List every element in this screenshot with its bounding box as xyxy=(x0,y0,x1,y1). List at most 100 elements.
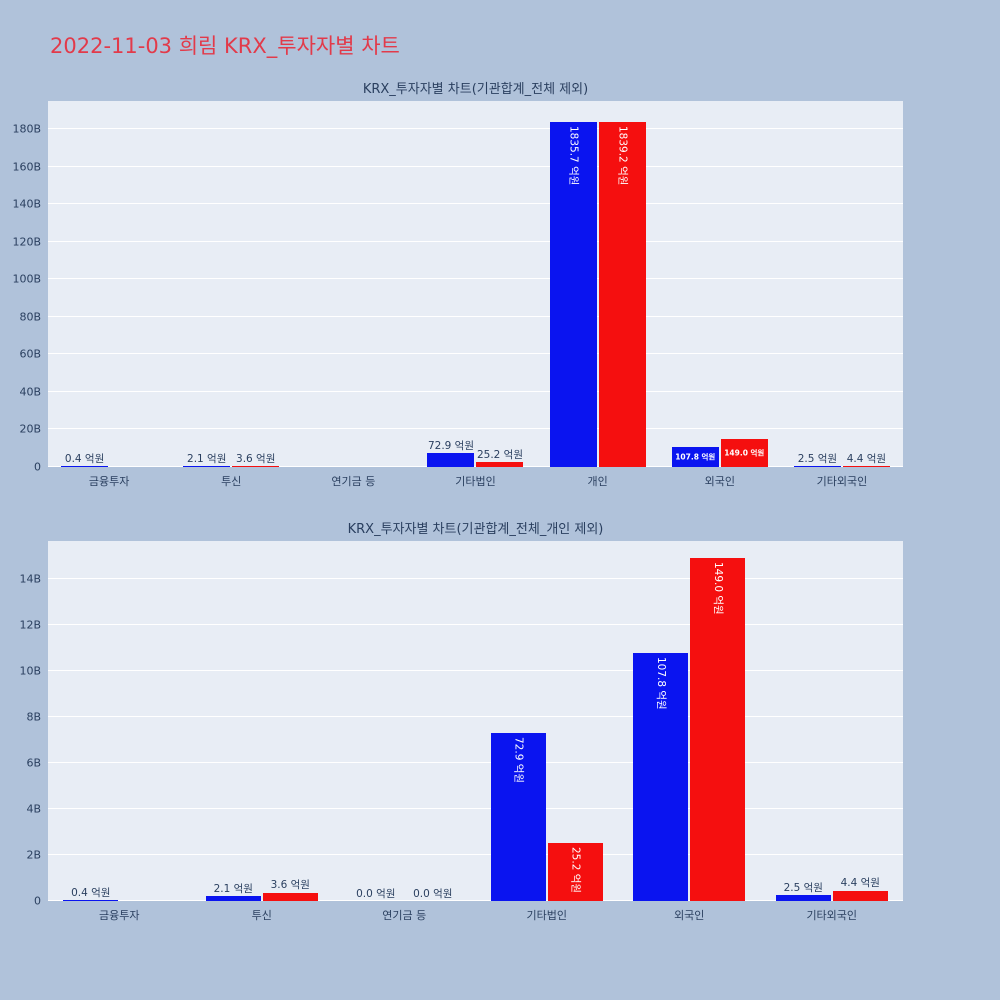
page-title: 2022-11-03 희림 KRX_투자자별 차트 xyxy=(50,34,400,58)
bar-red-series[interactable]: 149.0 억원 xyxy=(690,558,746,901)
plot-area: 0 2B 4B 6B 8B 10B 12B 14B 0.4 억원 2.1 억원 3.6 억원 0.0 … xyxy=(19,541,903,907)
bar-blue-series[interactable]: 2.1 억원 xyxy=(205,884,261,901)
bar-blue-series[interactable]: 107.8 억원 xyxy=(633,653,689,901)
bar-red-series[interactable]: 25.2 억원 xyxy=(547,843,603,901)
bar-group: 107.8 억원 149.0 억원 xyxy=(618,541,761,901)
bar-group: 2.1 억원 3.6 억원 xyxy=(191,541,334,901)
bar-value-label: 1839.2 억원 xyxy=(616,125,629,186)
bar-group: 2.5 억원 4.4 억원 xyxy=(781,101,903,467)
gridline xyxy=(48,466,903,467)
y-tick-label: 20B xyxy=(19,422,41,436)
bar-value-label: 1835.7 억원 xyxy=(567,126,580,186)
bar-group: 0.0 억원 0.0 억원 xyxy=(333,541,476,901)
bar-blue-series[interactable]: 2.5 억원 xyxy=(793,453,841,467)
bar-value-label: 25.2 억원 xyxy=(476,448,524,461)
x-axis-label: 금융투자 xyxy=(99,909,140,922)
bar-value-label: 2.1 억원 xyxy=(213,882,253,895)
bar-value-label: 2.5 억원 xyxy=(797,452,838,465)
gridline xyxy=(48,128,903,130)
bar-blue-series[interactable]: 1835.7 억원 xyxy=(549,122,597,467)
bar-value-label: 107.8 억원 xyxy=(655,657,667,710)
bar-group: 0.4 억원 xyxy=(48,101,170,467)
x-axis-labels: 금융투자 투신 연기금 등 기타법인 외국인 기타외국인 xyxy=(48,907,903,923)
bar-value-label: 72.9 억원 xyxy=(427,439,475,452)
bar-blue-series[interactable]: 0.4 억원 xyxy=(63,887,119,901)
y-tick-label: 120B xyxy=(12,235,41,249)
chart-investor-all: KRX_투자자별 차트(기관합계_전체 제외) 0 20B 40B 60B 80B 100… xyxy=(12,78,903,489)
bar-group xyxy=(292,101,414,467)
bar-red-series[interactable]: 149.0 억원 xyxy=(720,439,768,467)
x-axis-label: 연기금 등 xyxy=(331,475,376,488)
y-tick-label: 4B xyxy=(26,802,41,816)
bar-group: 72.9 억원 25.2 억원 xyxy=(414,101,536,467)
gridline xyxy=(48,808,903,809)
gridline xyxy=(48,240,903,242)
y-tick-label: 40B xyxy=(19,385,41,399)
gridline xyxy=(48,900,903,901)
x-axis-label: 외국인 xyxy=(704,475,735,488)
bars-row: 0.4 억원 2.1 억원 3.6 억원 72.9 억원 25.2 억원 1835.7 억… xyxy=(48,101,903,467)
gridline xyxy=(48,165,903,167)
gridline xyxy=(48,428,903,430)
chart-title: KRX_투자자별 차트(기관합계_전체_개인 제외) xyxy=(347,522,604,537)
x-axis-label: 기타법인 xyxy=(455,475,496,488)
chart-investor-ex-individual: KRX_투자자별 차트(기관합계_전체_개인 제외) 0 2B 4B 6B 8B 10B 1… xyxy=(19,518,903,923)
bar-group: 0.4 억원 xyxy=(48,541,191,901)
x-axis-label: 기타법인 xyxy=(526,909,567,922)
bar-red-series[interactable]: 1839.2 억원 xyxy=(598,121,646,467)
y-tick-label: 160B xyxy=(12,160,41,174)
bar-value-label: 149.0 억원 xyxy=(724,448,765,458)
gridline xyxy=(48,577,903,579)
bar-blue-series[interactable]: 72.9 억원 xyxy=(427,441,475,467)
chart-title: KRX_투자자별 차트(기관합계_전체 제외) xyxy=(362,82,589,97)
gridline xyxy=(48,203,903,205)
gridline xyxy=(48,353,903,355)
bar-value-label: 2.1 억원 xyxy=(187,452,227,465)
gridline xyxy=(48,390,903,392)
bar-group: 72.9 억원 25.2 억원 xyxy=(476,541,619,901)
gridline xyxy=(48,278,903,280)
x-axis-label: 금융투자 xyxy=(88,475,130,488)
bar-group: 1835.7 억원 1839.2 억원 xyxy=(537,101,659,467)
y-tick-label: 2B xyxy=(26,848,41,862)
bar-group: 2.5 억원 4.4 억원 xyxy=(761,541,904,901)
bar-red-series[interactable]: 3.6 억원 xyxy=(232,453,280,467)
x-axis-label: 개인 xyxy=(587,475,608,488)
bar-value-label: 4.4 억원 xyxy=(846,452,887,465)
bar-blue-series[interactable]: 2.1 억원 xyxy=(183,453,231,467)
bar-value-label: 0.0 억원 xyxy=(356,887,396,900)
y-tick-label: 14B xyxy=(19,572,41,586)
bar-red-series[interactable]: 25.2 억원 xyxy=(476,450,524,467)
y-tick-label: 140B xyxy=(12,197,41,211)
y-tick-label: 8B xyxy=(26,710,41,724)
bars-row: 0.4 억원 2.1 억원 3.6 억원 0.0 억원 0.0 억원 72.9 억원 25.… xyxy=(48,541,903,901)
x-axis-label: 기타외국인 xyxy=(816,475,868,488)
bar-group: 2.1 억원 3.6 억원 xyxy=(170,101,292,467)
bar-blue-series[interactable]: 2.5 억원 xyxy=(775,883,831,901)
bar-value-label: 0.0 억원 xyxy=(413,887,453,900)
bar-red-series[interactable]: 4.4 억원 xyxy=(842,453,890,467)
x-axis-label: 투신 xyxy=(221,475,242,488)
bar-value-label: 3.6 억원 xyxy=(236,452,276,465)
gridline xyxy=(48,623,903,625)
x-axis-labels: 금융투자 투신 연기금 등 기타법인 개인 외국인 기타외국인 xyxy=(48,473,903,489)
gridline xyxy=(48,315,903,317)
bar-blue-series[interactable]: 0.4 억원 xyxy=(61,453,109,467)
x-axis-label: 기타외국인 xyxy=(806,909,858,922)
bar-value-label: 2.5 억원 xyxy=(783,881,823,894)
y-tick-label: 0 xyxy=(34,460,41,474)
y-tick-label: 6B xyxy=(26,756,41,770)
bar-blue-series[interactable]: 107.8 억원 xyxy=(671,446,719,467)
x-axis-label: 연기금 등 xyxy=(382,909,427,922)
bar-blue-series[interactable]: 72.9 억원 xyxy=(490,733,546,901)
bar-value-label: 0.4 억원 xyxy=(71,886,111,899)
bar-value-label: 3.6 억원 xyxy=(270,879,310,892)
bar-red-series[interactable]: 4.4 억원 xyxy=(832,878,888,901)
bar-value-label: 107.8 억원 xyxy=(675,452,716,462)
bar-red-series[interactable]: 3.6 억원 xyxy=(262,880,318,901)
y-tick-label: 180B xyxy=(12,122,41,136)
y-tick-label: 80B xyxy=(19,310,41,324)
y-tick-label: 10B xyxy=(19,664,41,678)
bar-value-label: 25.2 억원 xyxy=(569,847,582,894)
